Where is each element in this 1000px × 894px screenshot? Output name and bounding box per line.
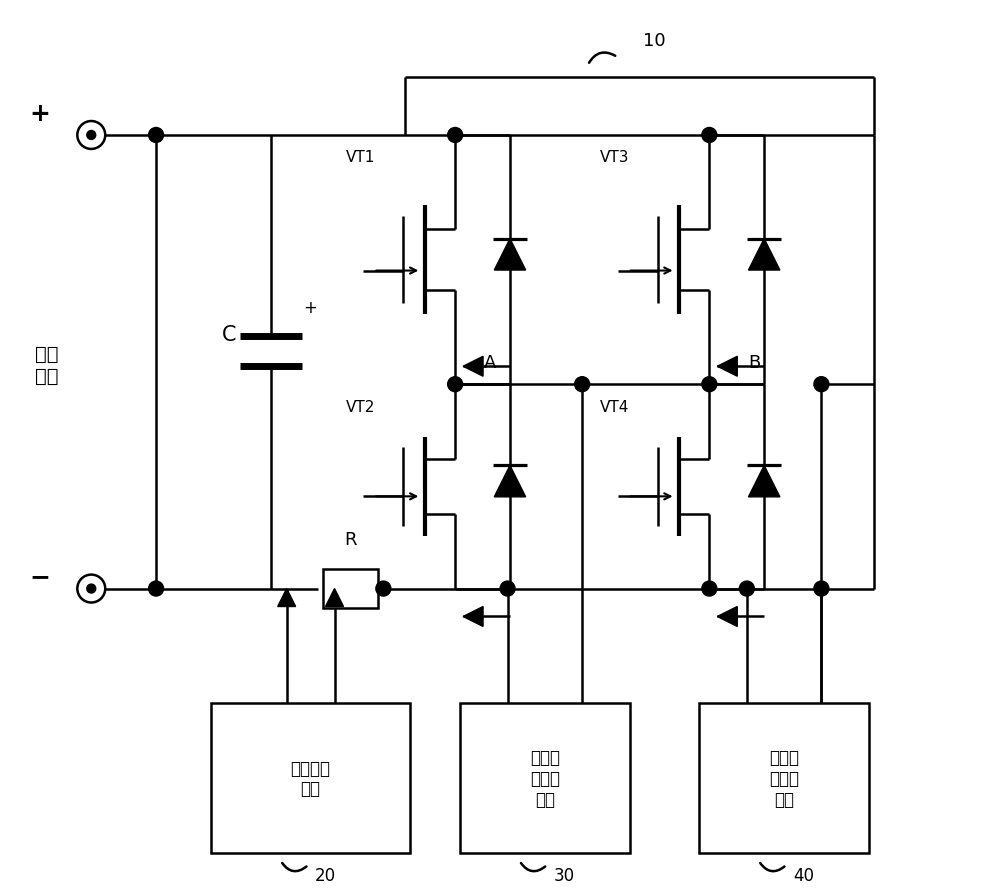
- Text: VT2: VT2: [346, 400, 375, 414]
- Circle shape: [739, 581, 754, 596]
- Circle shape: [448, 129, 463, 143]
- Circle shape: [149, 129, 164, 143]
- Text: B: B: [748, 354, 760, 372]
- Text: +: +: [29, 102, 50, 126]
- Bar: [699, 704, 869, 853]
- Polygon shape: [717, 357, 737, 376]
- Polygon shape: [326, 589, 343, 607]
- Text: R: R: [344, 530, 357, 548]
- Text: 30: 30: [554, 865, 575, 883]
- Bar: [323, 569, 378, 609]
- Circle shape: [77, 122, 105, 150]
- Text: VT4: VT4: [600, 400, 629, 414]
- Text: 10: 10: [643, 32, 666, 50]
- Polygon shape: [717, 607, 737, 627]
- Circle shape: [702, 581, 717, 596]
- Text: C: C: [222, 325, 236, 344]
- Polygon shape: [463, 357, 483, 376]
- Text: 直流
母线: 直流 母线: [35, 344, 58, 385]
- Polygon shape: [463, 607, 483, 627]
- Circle shape: [87, 131, 96, 140]
- Text: 第一电
压检测
单元: 第一电 压检测 单元: [530, 748, 560, 808]
- Polygon shape: [278, 589, 296, 607]
- Polygon shape: [494, 240, 526, 271]
- Circle shape: [814, 581, 829, 596]
- Polygon shape: [748, 240, 780, 271]
- Circle shape: [814, 377, 829, 392]
- Circle shape: [87, 585, 96, 594]
- Text: VT1: VT1: [346, 150, 375, 165]
- Text: VT3: VT3: [600, 150, 629, 165]
- Text: −: −: [29, 565, 50, 589]
- Text: 第二电
压检测
单元: 第二电 压检测 单元: [769, 748, 799, 808]
- Text: A: A: [484, 354, 496, 372]
- Circle shape: [702, 377, 717, 392]
- Polygon shape: [748, 466, 780, 497]
- Polygon shape: [494, 466, 526, 497]
- Circle shape: [702, 129, 717, 143]
- Text: +: +: [304, 299, 318, 316]
- Circle shape: [376, 581, 391, 596]
- Circle shape: [149, 581, 164, 596]
- Circle shape: [77, 575, 105, 603]
- Text: 40: 40: [793, 865, 814, 883]
- Circle shape: [575, 377, 590, 392]
- Circle shape: [448, 377, 463, 392]
- Text: 电流检测
单元: 电流检测 单元: [291, 759, 331, 797]
- Bar: [460, 704, 630, 853]
- Bar: [211, 704, 410, 853]
- Text: 20: 20: [315, 865, 336, 883]
- Circle shape: [500, 581, 515, 596]
